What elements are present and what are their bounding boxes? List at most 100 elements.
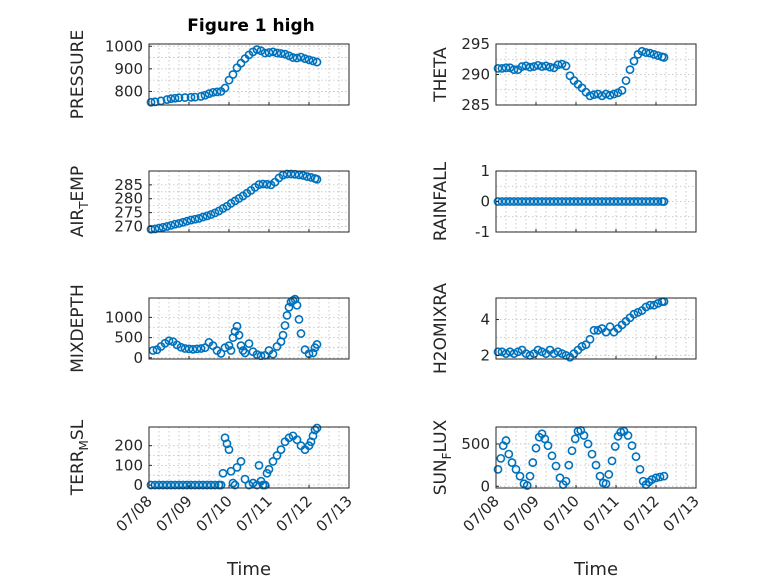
y-axis-label: SUNFLUX [431, 419, 454, 495]
data-point [198, 480, 208, 490]
data-point [561, 476, 571, 486]
data-point [522, 481, 532, 490]
data-point [525, 62, 535, 72]
y-tick-label: 1000 [105, 37, 143, 55]
data-point [182, 480, 192, 490]
data-point [272, 48, 282, 58]
data-point [204, 89, 214, 99]
y-axis-label: AIRTEMP [68, 166, 91, 237]
data-point [268, 47, 278, 57]
data-point [268, 457, 278, 466]
data-point [607, 456, 617, 466]
data-point [625, 65, 635, 75]
data-point [236, 58, 246, 68]
subplot-h2omixra: 2 4 H2OMIXRA [431, 283, 697, 374]
data-point [509, 197, 519, 206]
axes-box [148, 43, 350, 106]
data-point [220, 83, 230, 93]
data-point [192, 344, 202, 354]
data-point [268, 349, 278, 359]
data-point [190, 214, 200, 224]
data-point [176, 342, 186, 352]
data-point [525, 471, 535, 481]
x-tick-label: 07/13 [660, 492, 703, 535]
x-tick-label: 07/09 [500, 492, 543, 535]
data-point [146, 480, 156, 490]
data-point [589, 325, 599, 335]
x-tick-label: 07/12 [273, 492, 316, 535]
data-point [196, 92, 206, 101]
y-axis-label: MIXDEPTH [68, 284, 88, 373]
data-point [202, 211, 212, 221]
data-point [296, 52, 306, 62]
y-axis-label: TERRMSL [68, 419, 91, 496]
data-point [645, 48, 655, 58]
data-point [186, 480, 196, 490]
y-tick-label: 0 [133, 349, 143, 367]
data-point [659, 471, 669, 481]
y-tick-label: 500 [461, 435, 490, 453]
data-point [202, 480, 212, 490]
data-point [583, 439, 593, 449]
data-point [564, 460, 574, 470]
data-point [180, 344, 190, 353]
data-point [629, 56, 639, 66]
data-point [188, 344, 198, 354]
axes-box [148, 297, 350, 360]
data-point [232, 462, 242, 472]
y-tick-label: 280 [114, 190, 143, 208]
data-point [659, 53, 669, 62]
data-point [565, 71, 575, 81]
data-point [282, 169, 292, 179]
x-tick-label: 07/09 [153, 492, 196, 535]
data-point [276, 445, 286, 455]
data-point [659, 197, 669, 206]
data-point [551, 461, 561, 471]
y-tick-label: 285 [461, 96, 490, 114]
data-point [284, 302, 294, 312]
x-tick-label: 07/10 [540, 492, 583, 535]
subplot-mixdepth: 0 500 1000 MIXDEPTH [68, 284, 350, 373]
data-point [517, 62, 527, 71]
data-point [162, 95, 172, 104]
data-point [232, 63, 242, 73]
data-point [587, 449, 597, 459]
data-point [162, 222, 172, 231]
data-point [310, 425, 320, 435]
data-point [194, 480, 204, 490]
data-point [300, 54, 310, 64]
data-point [226, 346, 236, 355]
data-point [174, 219, 184, 228]
data-point [240, 474, 250, 484]
data-point [567, 446, 577, 456]
data-point [178, 217, 188, 227]
data-point [312, 423, 322, 433]
data-point [651, 473, 661, 483]
data-point [294, 315, 304, 324]
data-point [216, 348, 226, 358]
data-point [170, 93, 180, 103]
data-point [292, 53, 302, 63]
data-point [591, 460, 601, 470]
data-point [286, 169, 296, 179]
data-point [278, 170, 288, 180]
data-point [312, 174, 322, 184]
data-point [280, 49, 290, 59]
data-point [605, 90, 615, 100]
data-point [264, 464, 274, 474]
data-point [312, 340, 322, 349]
data-point [218, 468, 228, 478]
axes-box [148, 426, 350, 489]
x-tick-label: 07/08 [460, 492, 503, 535]
data-point [308, 348, 318, 358]
data-point [146, 97, 156, 107]
axes-box [495, 426, 697, 489]
data-point [198, 212, 208, 222]
data-point [252, 350, 262, 359]
data-point [200, 90, 210, 100]
data-point [623, 431, 633, 440]
data-point [224, 341, 234, 351]
data-point [166, 220, 176, 230]
